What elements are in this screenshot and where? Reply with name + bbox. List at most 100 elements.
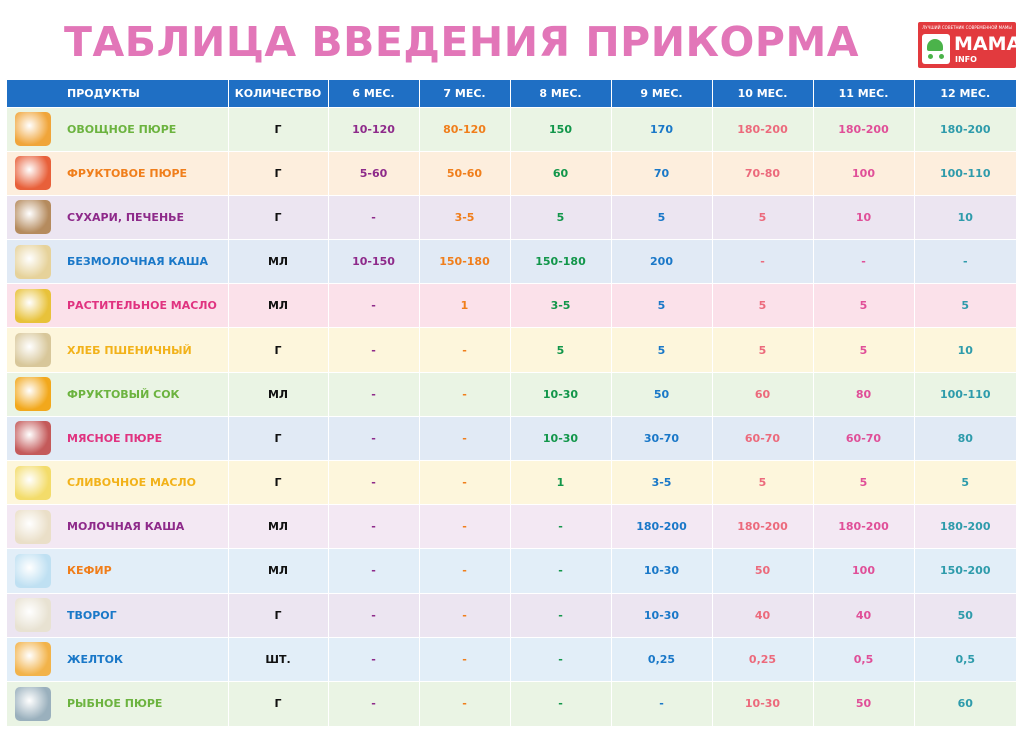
value-cell: - [327,636,419,682]
product-cell: ФРУКТОВОЕ ПЮРЕ [7,150,228,196]
product-cell: РАСТИТЕЛЬНОЕ МАСЛО [7,283,228,328]
header-month-7: 7 МЕС. [418,80,510,107]
value-cell: 60-70 [812,415,914,461]
value-cell: 60 [711,371,813,417]
wheat-bread-image [15,333,51,368]
product-cell: РЫБНОЕ ПЮРЕ [7,680,228,726]
product-name: БЕЗМОЛОЧНАЯ КАША [67,255,209,269]
value-cell: 30-70 [610,415,712,461]
product-name: ФРУКТОВЫЙ СОК [67,387,180,401]
unit-cell: Г [227,680,328,726]
value-cell: 180-200 [610,504,712,549]
logo-subtitle: INFO [955,55,977,64]
unit-cell: ШТ. [227,636,328,682]
table-row: МОЛОЧНАЯ КАША МЛ - - -180-200 180-200 180-200 1… [7,504,1016,549]
value-cell: - [509,592,611,638]
value-cell: 5 [610,327,712,373]
value-cell: - [610,680,712,726]
value-cell: - [327,327,419,373]
value-cell: 10-30 [610,592,712,638]
logo-wordmark: МАМА [954,33,1022,55]
product-cell: СУХАРИ, ПЕЧЕНЬЕ [7,194,228,240]
dairy-free-porridge-image [15,244,51,279]
value-cell: 1 [509,459,611,505]
value-cell: 180-200 [913,106,1016,152]
unit-cell: Г [227,592,328,638]
value-cell: - [418,504,510,549]
stroller-icon [922,34,950,64]
value-cell: 150-180 [418,239,510,284]
product-cell: ХЛЕБ ПШЕНИЧНЫЙ [7,327,228,373]
value-cell: 50 [812,680,914,726]
table-row: ОВОЩНОЕ ПЮРЕ Г 10-120 80-120 150 170 180-200 18… [7,106,1016,152]
value-cell: 5 [913,459,1016,505]
value-cell: 5 [812,459,914,505]
fruit-puree-image [15,156,51,191]
kefir-image [15,553,51,588]
value-cell: - [327,680,419,726]
product-cell: БЕЗМОЛОЧНАЯ КАША [7,239,228,284]
value-cell: 200 [610,239,712,284]
value-cell: - [327,415,419,461]
product-name: РАСТИТЕЛЬНОЕ МАСЛО [67,299,217,313]
table-row: ТВОРОГ Г - - -10-30 40 40 50 [7,592,1016,638]
value-cell: 5 [509,327,611,373]
value-cell: 5-60 [327,150,419,196]
header-month-11: 11 МЕС. [812,80,914,107]
product-name: МЯСНОЕ ПЮРЕ [67,431,163,445]
value-cell: 180-200 [913,504,1016,549]
unit-cell: МЛ [227,239,328,284]
value-cell: 180-200 [711,106,813,152]
value-cell: 70-80 [711,150,813,196]
value-cell: - [509,636,611,682]
table-row: ЖЕЛТОК ШТ. - - -0,25 0,25 0,5 0,5 [7,636,1016,682]
unit-cell: Г [227,150,328,196]
value-cell: - [418,548,510,594]
value-cell: 170 [610,106,712,152]
product-name: МОЛОЧНАЯ КАША [67,520,185,534]
value-cell: 50 [913,592,1016,638]
value-cell: 100 [812,548,914,594]
value-cell: 60-70 [711,415,813,461]
product-name: СЛИВОЧНОЕ МАСЛО [67,476,196,490]
table-row: РЫБНОЕ ПЮРЕ Г - - - -10-30 50 60 [7,680,1016,726]
value-cell: 70 [610,150,712,196]
value-cell: - [418,327,510,373]
product-cell: МЯСНОЕ ПЮРЕ [7,415,228,461]
value-cell: - [327,371,419,417]
butter-image [15,465,51,500]
unit-cell: Г [227,194,328,240]
value-cell: - [509,680,611,726]
value-cell: 180-200 [812,106,914,152]
unit-cell: Г [227,459,328,505]
table-row: БЕЗМОЛОЧНАЯ КАША МЛ 10-150 150-180 150-180 20… [7,239,1016,284]
header-month-9: 9 МЕС. [610,80,712,107]
fish-puree-image [15,686,51,721]
value-cell: 100-110 [913,150,1016,196]
value-cell: - [509,504,611,549]
value-cell: 10-150 [327,239,419,284]
vegetable-oil-image [15,288,51,323]
value-cell: 5 [610,194,712,240]
product-name: ХЛЕБ ПШЕНИЧНЫЙ [67,343,192,357]
value-cell: - [418,592,510,638]
value-cell: 10 [913,327,1016,373]
value-cell: 5 [711,327,813,373]
value-cell: 100-110 [913,371,1016,417]
value-cell: 5 [913,283,1016,328]
page-title: ТАБЛИЦА ВВЕДЕНИЯ ПРИКОРМА [64,18,859,66]
value-cell: 3-5 [610,459,712,505]
fruit-juice-image [15,377,51,412]
value-cell: 180-200 [812,504,914,549]
header-product: ПРОДУКТЫ [7,80,228,107]
value-cell: - [418,371,510,417]
unit-cell: МЛ [227,504,328,549]
cottage-cheese-image [15,598,51,633]
product-cell: ОВОЩНОЕ ПЮРЕ [7,106,228,152]
value-cell: - [327,548,419,594]
value-cell: 100 [812,150,914,196]
product-cell: СЛИВОЧНОЕ МАСЛО [7,459,228,505]
product-cell: ФРУКТОВЫЙ СОК [7,371,228,417]
meat-puree-image [15,421,51,456]
value-cell: - [327,504,419,549]
